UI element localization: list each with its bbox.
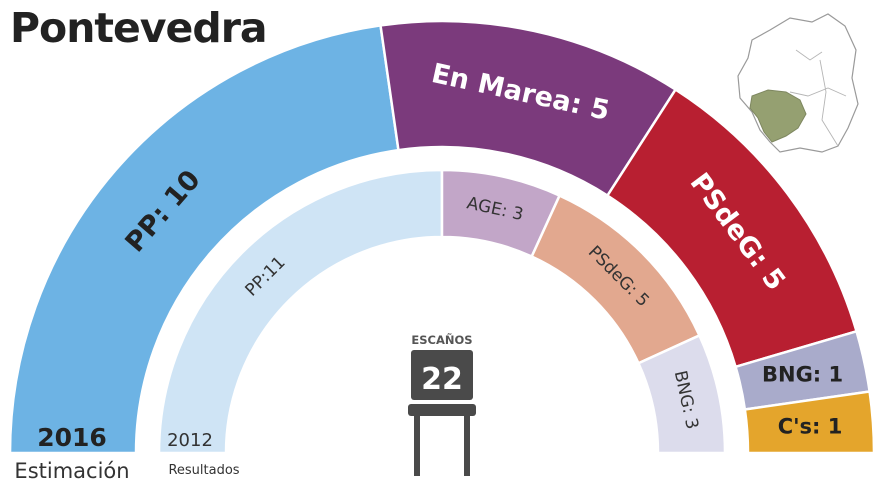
slice-2016-c-s [743, 390, 876, 455]
seats-value: 22 [421, 362, 463, 397]
estimacion-label: Estimación [14, 459, 129, 483]
slice-label-2016-c-s: C's: 1 [778, 415, 843, 439]
slice-2012-bng [636, 333, 727, 455]
chair-icon: ESCAÑOS 22 [408, 332, 476, 476]
chart-title: Pontevedra [10, 4, 267, 52]
seats-label: ESCAÑOS [411, 332, 472, 347]
year-2012-label: 2012 [167, 430, 213, 451]
slice-2016-pp [8, 23, 400, 455]
resultados-label: Resultados [168, 463, 239, 478]
galicia-map-icon [737, 13, 859, 153]
slice-label-2016-bng: BNG: 1 [762, 363, 843, 387]
year-2016-label: 2016 [37, 423, 107, 452]
